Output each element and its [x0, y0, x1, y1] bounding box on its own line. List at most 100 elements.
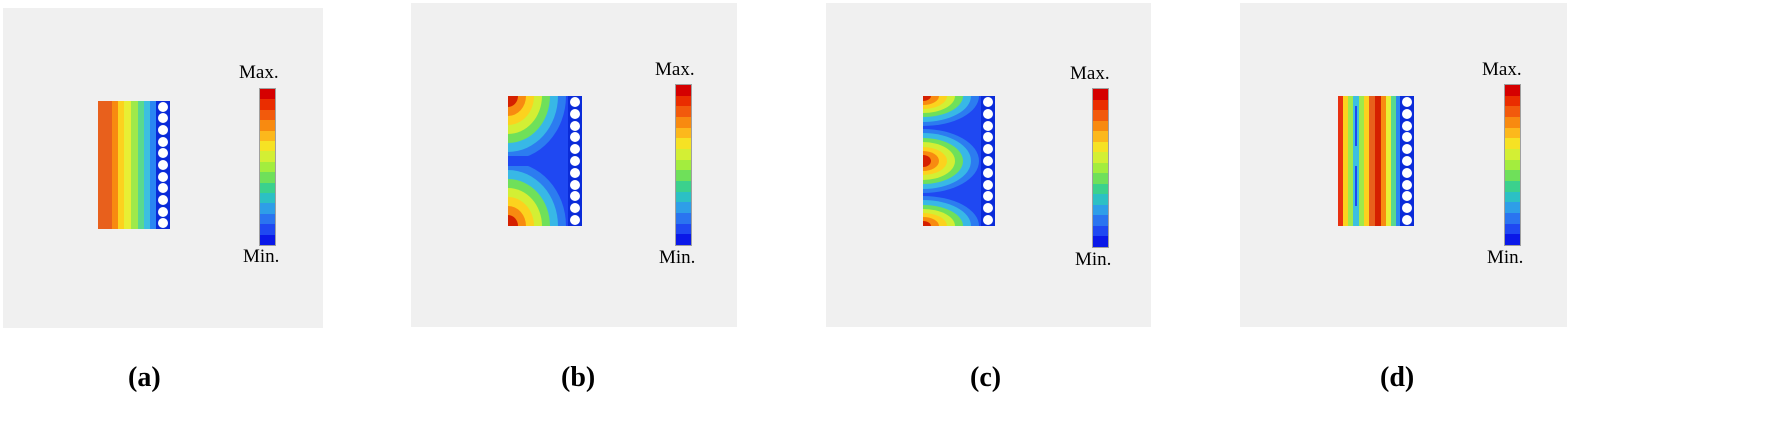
panel-b: Max. Min. [411, 3, 737, 327]
cooling-hole [1402, 144, 1412, 155]
cooling-hole [158, 125, 168, 136]
colorbar-segment [676, 234, 691, 246]
temperature-field-b [508, 96, 570, 226]
colorbar-segment [1505, 213, 1520, 224]
colorbar-segment [260, 120, 275, 131]
cooling-hole [1402, 203, 1412, 214]
colorbar-segment [676, 127, 691, 139]
colorbar-segment [1505, 127, 1520, 139]
colorbar-segment [1093, 131, 1108, 142]
temperature-field-a [98, 101, 156, 229]
colorbar-segment [260, 99, 275, 110]
cooling-hole [1402, 132, 1412, 143]
colorbar-segment [260, 141, 275, 152]
colorbar-segment [1505, 149, 1520, 160]
cooling-hole [1402, 96, 1412, 107]
colorbar-max-label: Max. [1482, 59, 1522, 80]
colorbar-segment [1505, 202, 1520, 214]
colorbar-segment [1093, 141, 1108, 153]
cooling-hole [158, 218, 168, 229]
colorbar-segment [1093, 110, 1108, 121]
cooling-hole [570, 191, 580, 202]
cooling-hole [570, 215, 580, 226]
colorbar-max-label: Max. [239, 62, 279, 83]
colorbar-segment [1093, 225, 1108, 237]
cooling-hole [158, 183, 168, 194]
colorbar-segment [1505, 159, 1520, 171]
colorbar-a [259, 88, 276, 246]
colorbar-segment [676, 170, 691, 182]
panel-d: Max. Min. [1240, 3, 1567, 327]
cooling-hole [983, 179, 993, 190]
colorbar-segment [1093, 89, 1108, 100]
colorbar-min-label: Min. [243, 246, 280, 267]
caption-d: (d) [1380, 362, 1415, 393]
colorbar-min-label: Min. [659, 247, 696, 268]
colorbar-segment [1093, 194, 1108, 205]
cooling-holes-a [156, 101, 170, 229]
colorbar-segment [260, 151, 275, 162]
cooling-hole [983, 215, 993, 226]
colorbar-segment [260, 213, 275, 225]
cooling-holes-b [568, 96, 582, 226]
colorbar-segment [676, 106, 691, 118]
colorbar-segment [1505, 170, 1520, 182]
colorbar-segment [260, 224, 275, 235]
colorbar-segment [1505, 106, 1520, 118]
cooling-hole [1402, 120, 1412, 131]
cooling-hole [1402, 156, 1412, 166]
cooling-hole [1402, 191, 1412, 202]
colorbar-segment [260, 109, 275, 121]
colorbar-segment [676, 85, 691, 96]
colorbar-segment [676, 223, 691, 235]
colorbar-segment [1093, 173, 1108, 184]
colorbar-segment [260, 130, 275, 142]
cooling-hole [158, 148, 168, 159]
cooling-hole [570, 156, 580, 166]
cooling-hole [1402, 215, 1412, 226]
cooling-hole [570, 203, 580, 214]
caption-a: (a) [128, 362, 161, 393]
colorbar-segment [1093, 99, 1108, 111]
panel-a: Max. Min. [3, 8, 323, 328]
colorbar-b [675, 84, 692, 246]
cooling-hole [983, 203, 993, 214]
cooling-hole [983, 108, 993, 119]
colorbar-segment [1093, 120, 1108, 132]
cooling-hole [570, 120, 580, 131]
cooling-hole [983, 167, 993, 178]
colorbar-segment [1093, 162, 1108, 174]
colorbar-min-label: Min. [1075, 249, 1112, 270]
cooling-hole [983, 120, 993, 131]
cooling-holes-d [1400, 96, 1414, 226]
cooling-hole [158, 194, 168, 205]
caption-c: (c) [970, 362, 1002, 393]
cooling-hole [570, 108, 580, 119]
colorbar-segment [260, 203, 275, 214]
colorbar-segment [1505, 234, 1520, 246]
colorbar-segment [676, 159, 691, 171]
colorbar-segment [676, 95, 691, 107]
colorbar-segment [1093, 204, 1108, 216]
cooling-hole [983, 132, 993, 143]
colorbar-segment [260, 172, 275, 183]
cooling-holes-c [981, 96, 995, 226]
cooling-hole [570, 179, 580, 190]
colorbar-segment [1505, 223, 1520, 235]
colorbar-segment [260, 89, 275, 100]
colorbar-segment [1093, 152, 1108, 163]
cooling-hole [1402, 179, 1412, 190]
cooling-hole [158, 101, 168, 112]
colorbar-segment [1505, 181, 1520, 192]
cooling-hole [983, 191, 993, 202]
colorbar-segment [1505, 95, 1520, 107]
colorbar-segment [1505, 117, 1520, 128]
temperature-field-d [1338, 96, 1400, 226]
colorbar-segment [1505, 138, 1520, 150]
colorbar-max-label: Max. [1070, 63, 1110, 84]
cooling-hole [983, 96, 993, 107]
colorbar-segment [676, 149, 691, 160]
cooling-hole [158, 113, 168, 124]
cooling-hole [983, 156, 993, 166]
cooling-hole [158, 160, 168, 170]
